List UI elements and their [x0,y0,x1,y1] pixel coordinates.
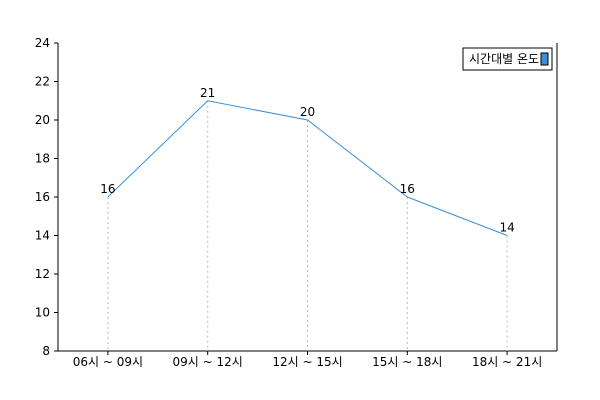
x-axis-ticks: 06시 ~ 09시 09시 ~ 12시 12시 ~ 15시 15시 ~ 18시 18시 … [73,351,542,369]
y-axis-ticks: 8 10 12 14 16 18 20 22 24 [35,36,58,358]
y-tick-label: 24 [35,36,50,50]
legend-swatch [540,52,549,66]
y-tick-label: 8 [42,344,50,358]
y-tick-label: 12 [35,267,50,281]
drop-lines [107,100,508,351]
y-tick-label: 10 [35,306,50,320]
data-labels: 16 21 20 16 14 [100,86,514,235]
data-label: 16 [400,182,415,196]
x-tick-label: 15시 ~ 18시 [372,355,442,369]
data-label: 14 [499,221,514,235]
series-group [107,100,508,236]
data-label: 21 [200,86,215,100]
series-line [107,100,508,236]
y-tick-label: 20 [35,113,50,127]
data-label: 16 [100,182,115,196]
legend: 시간대별 온도 [462,47,553,71]
legend-label: 시간대별 온도 [469,52,539,66]
y-tick-label: 22 [35,75,50,89]
x-tick-label: 18시 ~ 21시 [472,355,542,369]
y-tick-label: 16 [35,190,50,204]
y-tick-label: 14 [35,229,50,243]
legend-box [462,47,553,71]
y-tick-label: 18 [35,152,50,166]
x-tick-label: 09시 ~ 12시 [173,355,243,369]
x-tick-label: 12시 ~ 15시 [272,355,342,369]
data-label: 20 [300,105,315,119]
x-tick-label: 06시 ~ 09시 [73,355,143,369]
